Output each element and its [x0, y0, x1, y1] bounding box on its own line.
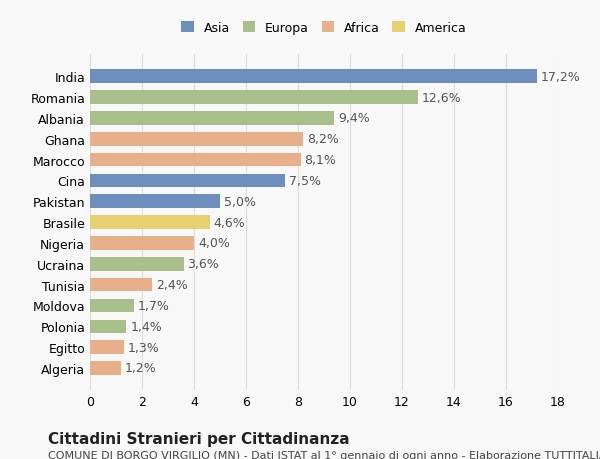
Text: 2,4%: 2,4% [156, 279, 188, 291]
Bar [90, 70, 537, 84]
Text: COMUNE DI BORGO VIRGILIO (MN) - Dati ISTAT al 1° gennaio di ogni anno - Elaboraz: COMUNE DI BORGO VIRGILIO (MN) - Dati IST… [48, 450, 600, 459]
Legend: Asia, Europa, Africa, America: Asia, Europa, Africa, America [178, 18, 470, 38]
Text: 4,6%: 4,6% [214, 216, 245, 229]
Bar [90, 237, 194, 250]
Bar [90, 257, 184, 271]
Bar [90, 112, 334, 125]
Text: 5,0%: 5,0% [224, 196, 256, 208]
Bar [90, 361, 121, 375]
Bar [90, 341, 124, 354]
Bar [90, 216, 209, 230]
Text: 17,2%: 17,2% [541, 71, 581, 84]
Bar [90, 195, 220, 208]
Text: 3,6%: 3,6% [187, 257, 219, 271]
Bar [90, 153, 301, 167]
Text: 8,1%: 8,1% [305, 154, 337, 167]
Bar [90, 91, 418, 105]
Text: 8,2%: 8,2% [307, 133, 339, 146]
Text: Cittadini Stranieri per Cittadinanza: Cittadini Stranieri per Cittadinanza [48, 431, 350, 447]
Text: 12,6%: 12,6% [421, 91, 461, 104]
Text: 7,5%: 7,5% [289, 174, 321, 188]
Text: 1,2%: 1,2% [125, 362, 157, 375]
Bar [90, 320, 127, 333]
Bar [90, 278, 152, 292]
Text: 4,0%: 4,0% [198, 237, 230, 250]
Text: 1,7%: 1,7% [138, 299, 170, 312]
Bar [90, 299, 134, 313]
Text: 1,3%: 1,3% [128, 341, 160, 354]
Bar [90, 133, 303, 146]
Text: 9,4%: 9,4% [338, 112, 370, 125]
Bar [90, 174, 285, 188]
Text: 1,4%: 1,4% [130, 320, 162, 333]
